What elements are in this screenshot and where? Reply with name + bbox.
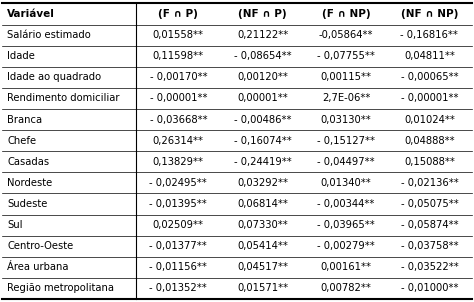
Text: 0,00001**: 0,00001** <box>237 94 288 104</box>
Text: - 0,01000**: - 0,01000** <box>401 284 458 294</box>
Text: (F ∩ NP): (F ∩ NP) <box>322 9 370 19</box>
Text: - 0,02495**: - 0,02495** <box>149 178 207 188</box>
Text: - 0,01352**: - 0,01352** <box>149 284 207 294</box>
Text: - 0,03758**: - 0,03758** <box>401 241 458 251</box>
Text: - 0,16074**: - 0,16074** <box>234 136 292 146</box>
Text: - 0,05874**: - 0,05874** <box>401 220 458 230</box>
Text: Variável: Variável <box>7 9 55 19</box>
Text: Região metropolitana: Região metropolitana <box>7 284 114 294</box>
Text: Sudeste: Sudeste <box>7 199 47 209</box>
Text: 2,7E-06**: 2,7E-06** <box>322 94 370 104</box>
Text: 0,15088**: 0,15088** <box>404 157 455 167</box>
Text: - 0,01377**: - 0,01377** <box>149 241 207 251</box>
Text: 0,04888**: 0,04888** <box>404 136 455 146</box>
Text: 0,00161**: 0,00161** <box>320 262 372 272</box>
Text: 0,03130**: 0,03130** <box>321 114 372 125</box>
Text: (NF ∩ NP): (NF ∩ NP) <box>401 9 458 19</box>
Text: 0,01340**: 0,01340** <box>321 178 372 188</box>
Text: 0,00782**: 0,00782** <box>321 284 372 294</box>
Text: - 0,00279**: - 0,00279** <box>317 241 375 251</box>
Text: - 0,03522**: - 0,03522** <box>401 262 458 272</box>
Text: Sul: Sul <box>7 220 23 230</box>
Text: Chefe: Chefe <box>7 136 36 146</box>
Text: - 0,01395**: - 0,01395** <box>149 199 207 209</box>
Text: - 0,07755**: - 0,07755** <box>317 51 375 61</box>
Text: -0,05864**: -0,05864** <box>319 30 374 40</box>
Text: 0,01571**: 0,01571** <box>237 284 288 294</box>
Text: - 0,03965**: - 0,03965** <box>317 220 375 230</box>
Text: Idade ao quadrado: Idade ao quadrado <box>7 72 101 82</box>
Text: - 0,16816**: - 0,16816** <box>401 30 458 40</box>
Text: - 0,05075**: - 0,05075** <box>401 199 458 209</box>
Text: Casadas: Casadas <box>7 157 49 167</box>
Text: 0,00120**: 0,00120** <box>237 72 288 82</box>
Text: - 0,03668**: - 0,03668** <box>149 114 207 125</box>
Text: 0,02509**: 0,02509** <box>153 220 204 230</box>
Text: 0,01558**: 0,01558** <box>153 30 204 40</box>
Text: 0,01024**: 0,01024** <box>404 114 455 125</box>
Text: 0,13829**: 0,13829** <box>153 157 204 167</box>
Text: (NF ∩ P): (NF ∩ P) <box>238 9 287 19</box>
Text: - 0,01156**: - 0,01156** <box>149 262 207 272</box>
Text: Idade: Idade <box>7 51 35 61</box>
Text: - 0,04497**: - 0,04497** <box>317 157 375 167</box>
Text: 0,05414**: 0,05414** <box>237 241 288 251</box>
Text: - 0,02136**: - 0,02136** <box>401 178 458 188</box>
Text: Nordeste: Nordeste <box>7 178 52 188</box>
Text: - 0,00344**: - 0,00344** <box>318 199 375 209</box>
Text: Rendimento domiciliar: Rendimento domiciliar <box>7 94 119 104</box>
Text: - 0,00170**: - 0,00170** <box>149 72 207 82</box>
Text: (F ∩ P): (F ∩ P) <box>158 9 198 19</box>
Text: 0,26314**: 0,26314** <box>153 136 204 146</box>
Text: Branca: Branca <box>7 114 42 125</box>
Text: 0,07330**: 0,07330** <box>237 220 288 230</box>
Text: - 0,00065**: - 0,00065** <box>401 72 458 82</box>
Text: - 0,15127**: - 0,15127** <box>317 136 375 146</box>
Text: Centro-Oeste: Centro-Oeste <box>7 241 73 251</box>
Text: Área urbana: Área urbana <box>7 262 69 272</box>
Text: - 0,08654**: - 0,08654** <box>234 51 292 61</box>
Text: - 0,00486**: - 0,00486** <box>234 114 292 125</box>
Text: 0,04811**: 0,04811** <box>404 51 455 61</box>
Text: 0,06814**: 0,06814** <box>237 199 288 209</box>
Text: 0,11598**: 0,11598** <box>153 51 204 61</box>
Text: - 0,00001**: - 0,00001** <box>150 94 207 104</box>
Text: 0,03292**: 0,03292** <box>237 178 288 188</box>
Text: - 0,24419**: - 0,24419** <box>234 157 292 167</box>
Text: 0,00115**: 0,00115** <box>320 72 372 82</box>
Text: 0,21122**: 0,21122** <box>237 30 289 40</box>
Text: - 0,00001**: - 0,00001** <box>401 94 458 104</box>
Text: Salário estimado: Salário estimado <box>7 30 91 40</box>
Text: 0,04517**: 0,04517** <box>237 262 288 272</box>
